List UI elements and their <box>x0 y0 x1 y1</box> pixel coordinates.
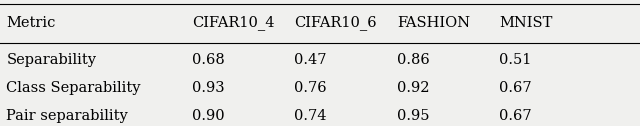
Text: 0.95: 0.95 <box>397 109 429 123</box>
Text: Pair separability: Pair separability <box>6 109 128 123</box>
Text: 0.67: 0.67 <box>499 81 532 95</box>
Text: 0.68: 0.68 <box>192 53 225 68</box>
Text: 0.76: 0.76 <box>294 81 327 95</box>
Text: 0.51: 0.51 <box>499 53 532 68</box>
Text: 0.74: 0.74 <box>294 109 327 123</box>
Text: FASHION: FASHION <box>397 16 470 30</box>
Text: 0.47: 0.47 <box>294 53 327 68</box>
Text: Metric: Metric <box>6 16 56 30</box>
Text: 0.67: 0.67 <box>499 109 532 123</box>
Text: Class Separability: Class Separability <box>6 81 141 95</box>
Text: 0.90: 0.90 <box>192 109 225 123</box>
Text: CIFAR10_4: CIFAR10_4 <box>192 15 275 30</box>
Text: 0.86: 0.86 <box>397 53 429 68</box>
Text: MNIST: MNIST <box>499 16 552 30</box>
Text: 0.93: 0.93 <box>192 81 225 95</box>
Text: CIFAR10_6: CIFAR10_6 <box>294 15 377 30</box>
Text: 0.92: 0.92 <box>397 81 429 95</box>
Text: Separability: Separability <box>6 53 97 68</box>
